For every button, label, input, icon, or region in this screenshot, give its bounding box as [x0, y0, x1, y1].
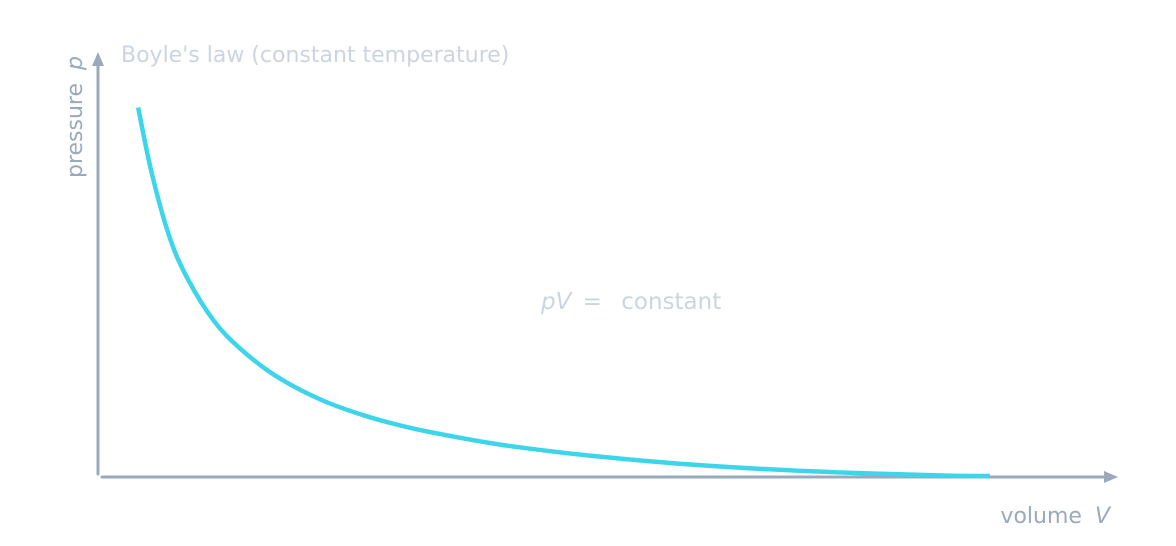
x-axis-arrow	[1104, 471, 1118, 483]
y-axis-label-symbol: p	[63, 56, 88, 71]
pressure-volume-curve	[135, 107, 991, 479]
annotation-symbol: pV	[540, 289, 574, 315]
annotation-equals: =	[583, 289, 602, 315]
equation-annotation: pV = constant	[540, 289, 721, 315]
y-axis-label-text: pressure	[63, 83, 88, 178]
y-axis-label: pressure p	[63, 56, 88, 178]
y-axis-arrow	[92, 52, 104, 66]
x-axis-label-symbol: V	[1095, 504, 1112, 529]
x-axis-label-text: volume	[1000, 504, 1082, 529]
annotation-text: constant	[621, 289, 721, 315]
x-axis-label: volume V	[1000, 504, 1112, 529]
chart-title: Boyle's law (constant temperature)	[121, 43, 509, 68]
